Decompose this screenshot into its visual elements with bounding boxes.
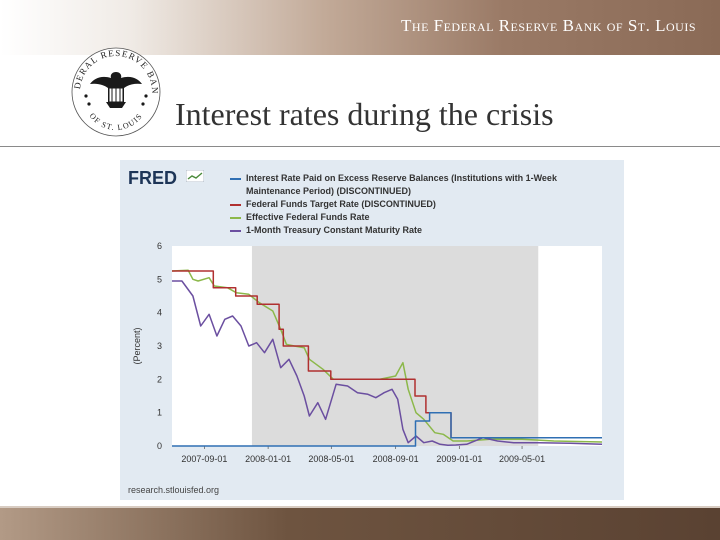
y-tick-label: 4 (157, 308, 162, 318)
y-tick-label: 0 (157, 441, 162, 451)
y-tick-label: 3 (157, 341, 162, 351)
legend-item: Interest Rate Paid on Excess Reserve Bal… (230, 172, 610, 198)
chart-source: research.stlouisfed.org (128, 485, 220, 495)
legend-item: 1-Month Treasury Constant Maturity Rate (230, 224, 610, 237)
legend-swatch (230, 230, 241, 232)
series-line (171, 269, 603, 443)
y-tick-label: 5 (157, 274, 162, 284)
series-line (172, 411, 602, 447)
legend-swatch (230, 217, 241, 219)
y-axis-label: (Percent) (132, 327, 142, 364)
fred-logo: FRED (128, 168, 177, 188)
star-icons (84, 94, 148, 106)
slide-title: Interest rates during the crisis (175, 96, 554, 132)
legend-swatch (230, 178, 241, 180)
x-tick-label: 2007-09-01 (181, 454, 227, 464)
footer-line (0, 506, 720, 508)
title-divider (0, 146, 720, 147)
legend-label: Effective Federal Funds Rate (246, 212, 370, 222)
y-tick-label: 2 (157, 374, 162, 384)
x-tick-label: 2008-09-01 (373, 454, 419, 464)
footer-band (0, 508, 720, 540)
header-band (0, 0, 720, 55)
seal-logo: FEDERAL RESERVE BANK OF ST. LOUIS (68, 42, 161, 137)
y-tick-label: 6 (157, 241, 162, 251)
chart-panel: FRED Interest Rate Paid on Excess Reserv… (120, 160, 624, 500)
eagle-icon (90, 72, 142, 108)
series-line (172, 270, 602, 439)
chart-plot: 0 1 2 3 4 5 6 (Percent) 2007-09-01 2008-01-01 2008… (132, 241, 603, 464)
legend-swatch (230, 204, 241, 206)
chart-legend: Interest Rate Paid on Excess Reserve Bal… (230, 172, 610, 237)
series-line (172, 280, 603, 447)
org-name: The Federal Reserve Bank of St. Louis (401, 16, 696, 35)
y-tick-label: 1 (157, 408, 162, 418)
legend-label: Federal Funds Target Rate (DISCONTINUED) (246, 199, 436, 209)
x-tick-label: 2008-05-01 (308, 454, 354, 464)
x-tick-label: 2009-05-01 (499, 454, 545, 464)
fred-chart-icon (186, 170, 204, 182)
legend-item: Federal Funds Target Rate (DISCONTINUED) (230, 198, 610, 211)
legend-label: Interest Rate Paid on Excess Reserve Bal… (246, 173, 557, 196)
x-tick-label: 2009-01-01 (436, 454, 482, 464)
x-tick-label: 2008-01-01 (245, 454, 291, 464)
legend-item: Effective Federal Funds Rate (230, 211, 610, 224)
legend-label: 1-Month Treasury Constant Maturity Rate (246, 225, 423, 235)
